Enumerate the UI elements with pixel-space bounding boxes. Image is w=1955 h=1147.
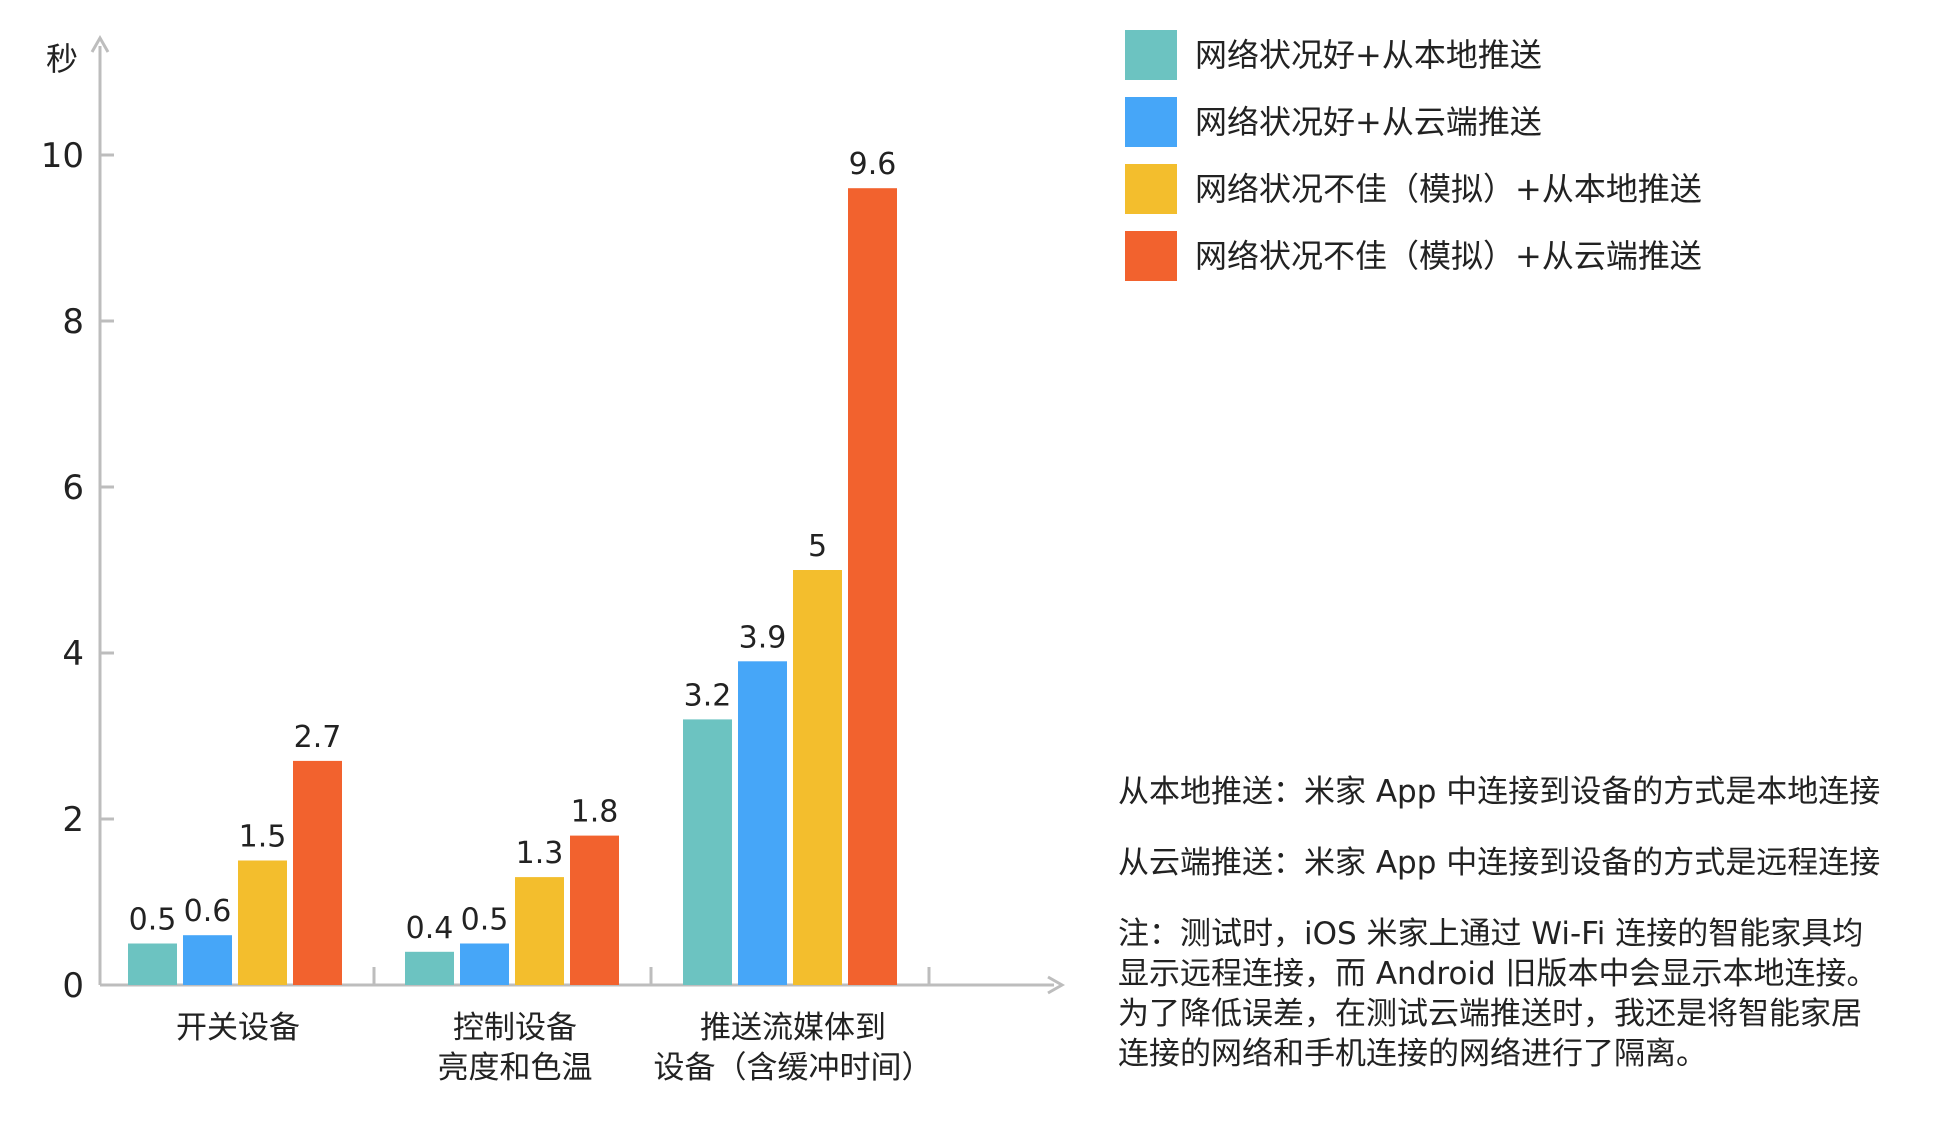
bar-value-label: 1.3 (516, 836, 564, 871)
bar (183, 935, 232, 985)
legend-item-local-good: 网络状况好+从本地推送 (1125, 30, 1702, 80)
note-cloud-definition: 从云端推送：米家 App 中连接到设备的方式是远程连接 (1118, 845, 1881, 881)
note-line: 连接的网络和手机连接的网络进行了隔离。 (1118, 1036, 1707, 1072)
bar (128, 943, 177, 985)
bar (293, 760, 342, 985)
legend-swatch (1125, 164, 1177, 214)
legend-swatch (1125, 231, 1177, 281)
bar-value-label: 0.6 (184, 894, 232, 929)
x-category-label: 设备（含缓冲时间） (654, 1050, 933, 1086)
note-line: 显示远程连接，而 Android 旧版本中会显示本地连接。 (1118, 956, 1878, 992)
x-category-label: 开关设备 (176, 1010, 300, 1046)
bar (238, 860, 287, 985)
bar (738, 661, 787, 985)
y-tick-label: 4 (62, 634, 84, 674)
bar (515, 877, 564, 985)
legend-label: 网络状况好+从本地推送 (1195, 36, 1542, 74)
y-axis-arrow (90, 34, 110, 53)
legend-swatch (1125, 97, 1177, 147)
chart-notes: 从本地推送：米家 App 中连接到设备的方式是本地连接 从云端推送：米家 App… (1118, 772, 1918, 1074)
y-tick-label: 6 (62, 468, 84, 508)
note-local-definition: 从本地推送：米家 App 中连接到设备的方式是本地连接 (1118, 774, 1881, 810)
bar-value-label: 1.5 (239, 820, 287, 855)
bar-value-label: 0.5 (461, 903, 509, 938)
legend-label: 网络状况不佳（模拟）+从云端推送 (1195, 237, 1702, 275)
y-tick-label: 10 (41, 136, 84, 176)
x-axis-arrow (1047, 975, 1066, 995)
note-line: 为了降低误差，在测试云端推送时，我还是将智能家居 (1118, 996, 1862, 1032)
legend-item-cloud-poor: 网络状况不佳（模拟）+从云端推送 (1125, 231, 1702, 281)
note-paragraph: 注：测试时，iOS 米家上通过 Wi-Fi 连接的智能家具均 显示远程连接，而 … (1118, 914, 1918, 1074)
legend-item-local-poor: 网络状况不佳（模拟）+从本地推送 (1125, 164, 1702, 214)
legend-swatch (1125, 30, 1177, 80)
bar (793, 570, 842, 985)
x-category-label: 控制设备 (453, 1010, 577, 1046)
chart-legend: 网络状况好+从本地推送 网络状况好+从云端推送 网络状况不佳（模拟）+从本地推送… (1125, 30, 1702, 298)
note-line: 注：测试时，iOS 米家上通过 Wi-Fi 连接的智能家具均 (1118, 916, 1864, 952)
bar-value-label: 2.7 (294, 720, 342, 755)
bar-value-label: 1.8 (571, 795, 619, 830)
bar (460, 943, 509, 985)
bar-value-label: 3.9 (739, 620, 787, 655)
bar-value-label: 3.2 (684, 678, 732, 713)
bar-value-label: 5 (808, 529, 827, 564)
legend-item-cloud-good: 网络状况好+从云端推送 (1125, 97, 1702, 147)
y-axis-title: 秒 (46, 40, 78, 78)
bar (848, 188, 897, 985)
legend-label: 网络状况好+从云端推送 (1195, 103, 1542, 141)
x-category-label: 亮度和色温 (438, 1050, 593, 1086)
y-tick-label: 2 (62, 800, 84, 840)
chart-bars (128, 188, 897, 985)
bar (683, 719, 732, 985)
y-tick-label: 8 (62, 302, 84, 342)
bar (405, 951, 454, 985)
bar (570, 835, 619, 985)
legend-label: 网络状况不佳（模拟）+从本地推送 (1195, 170, 1702, 208)
x-category-label: 推送流媒体到 (700, 1010, 886, 1046)
bar-value-label: 0.4 (406, 911, 454, 946)
y-tick-label: 0 (62, 966, 84, 1006)
bar-value-label: 9.6 (849, 147, 897, 182)
bar-value-label: 0.5 (129, 903, 177, 938)
